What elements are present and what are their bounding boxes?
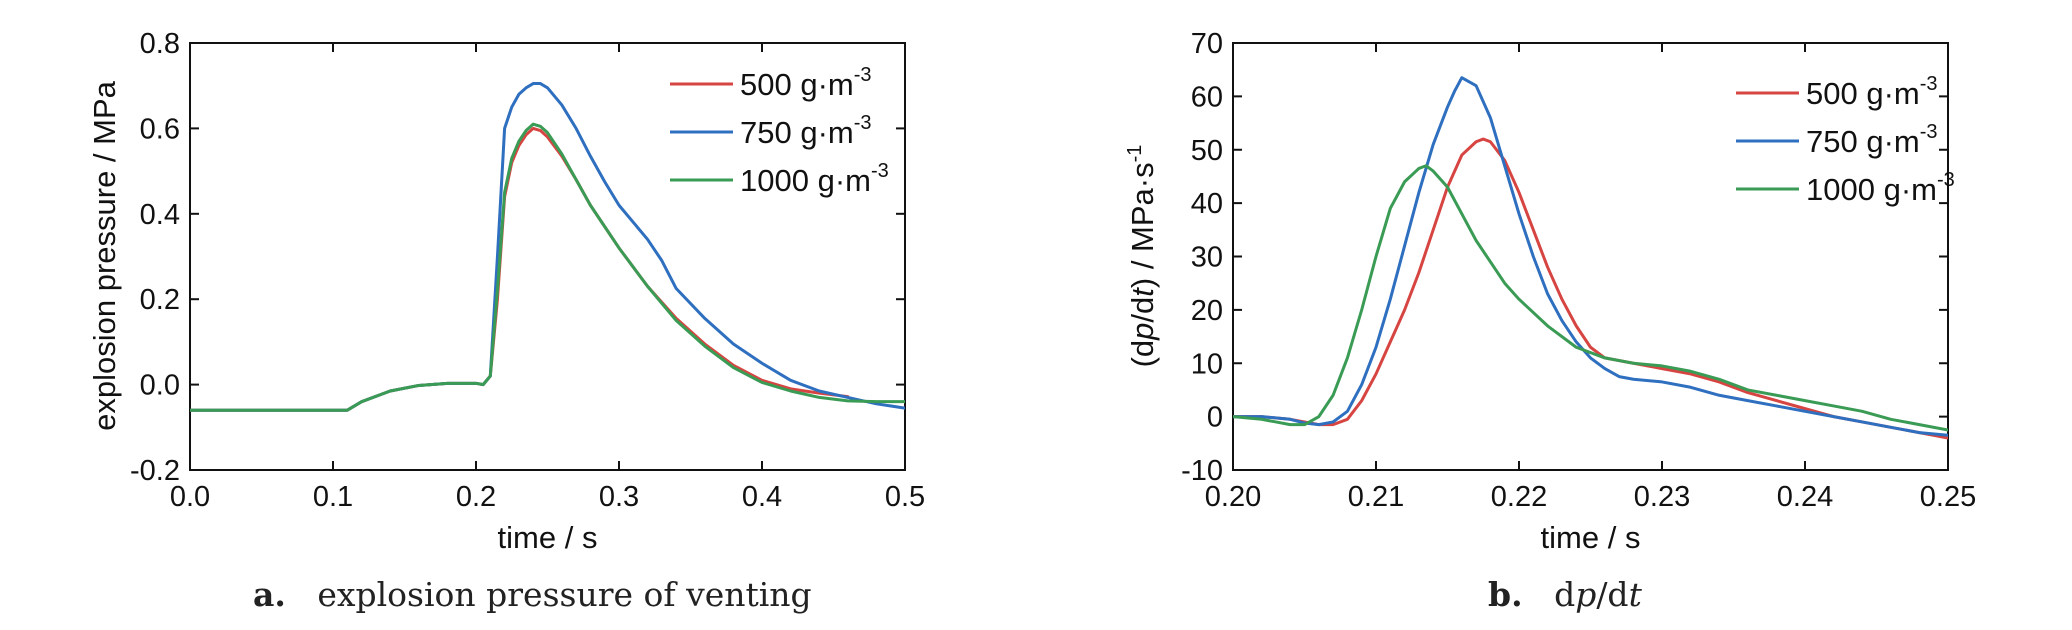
figure-caption: a. explosion pressure of venting <box>253 575 812 614</box>
y-tick-label: 0.8 <box>140 28 180 60</box>
x-tick-label: 0.21 <box>1348 481 1404 513</box>
x-tick-label: 0.22 <box>1491 481 1547 513</box>
legend: 500 g·m-3 750 g·m-3 1000 g·m-3 <box>670 64 889 198</box>
y-axis-label: (dp/dt) / MPa·s-1 <box>1124 145 1160 368</box>
y-axis-label: explosion pressure / MPa <box>87 80 122 431</box>
x-tick-label: 0.4 <box>742 481 782 513</box>
y-tick-label: 20 <box>1191 295 1223 327</box>
chart-b: 0.20 0.21 0.22 0.23 0.24 0.25 -10 0 10 20 30 40 50 60… <box>1124 28 1976 614</box>
y-tick-label: 0.6 <box>140 113 180 145</box>
x-tick-label: 0.23 <box>1634 481 1690 513</box>
x-axis-label: time / s <box>498 520 598 555</box>
legend: 500 g·m-3 750 g·m-3 1000 g·m-3 <box>1736 73 1955 207</box>
series-line-500 <box>1233 137 1948 440</box>
y-tick-label: 30 <box>1191 242 1223 274</box>
y-tick-label: 0.0 <box>140 370 180 402</box>
x-tick-label: 0.3 <box>599 481 639 513</box>
x-tick-label: 0.25 <box>1920 481 1976 513</box>
y-tick-label: 70 <box>1191 28 1223 60</box>
y-tick-label: 0.2 <box>140 284 180 316</box>
y-tick-label: 40 <box>1191 188 1223 220</box>
legend-label: 1000 g·m-3 <box>1806 169 1955 207</box>
legend-label: 500 g·m-3 <box>1806 73 1938 111</box>
y-tick-label: 60 <box>1191 81 1223 113</box>
x-tick-label: 0.2 <box>456 481 496 513</box>
legend-label: 750 g·m-3 <box>740 112 872 150</box>
y-tick-label: 0 <box>1207 402 1223 434</box>
y-tick-label: 10 <box>1191 348 1223 380</box>
x-tick-label: 0.0 <box>170 481 210 513</box>
x-tick-label: 0.20 <box>1205 481 1261 513</box>
y-tick-label: -0.2 <box>130 455 180 487</box>
legend-label: 1000 g·m-3 <box>740 160 889 198</box>
plot-frame <box>189 42 906 471</box>
series-line-1000 <box>190 122 905 412</box>
chart-a: 0.0 0.1 0.2 0.3 0.4 0.5-0.20.00.20.40.60.8tim… <box>87 28 925 614</box>
legend-label: 500 g·m-3 <box>740 64 872 102</box>
figure-caption: b. dp/dt <box>1488 575 1643 614</box>
y-tick-label: 0.4 <box>140 199 180 231</box>
x-tick-label: 0.5 <box>885 481 925 513</box>
y-tick-label: -10 <box>1181 455 1223 487</box>
series-line-1000 <box>1233 164 1948 432</box>
x-axis-label: time / s <box>1541 520 1641 555</box>
legend-label: 750 g·m-3 <box>1806 121 1938 159</box>
x-tick-label: 0.24 <box>1777 481 1833 513</box>
series-line-750 <box>1233 76 1948 437</box>
y-tick-label: 50 <box>1191 135 1223 167</box>
x-tick-label: 0.1 <box>313 481 353 513</box>
